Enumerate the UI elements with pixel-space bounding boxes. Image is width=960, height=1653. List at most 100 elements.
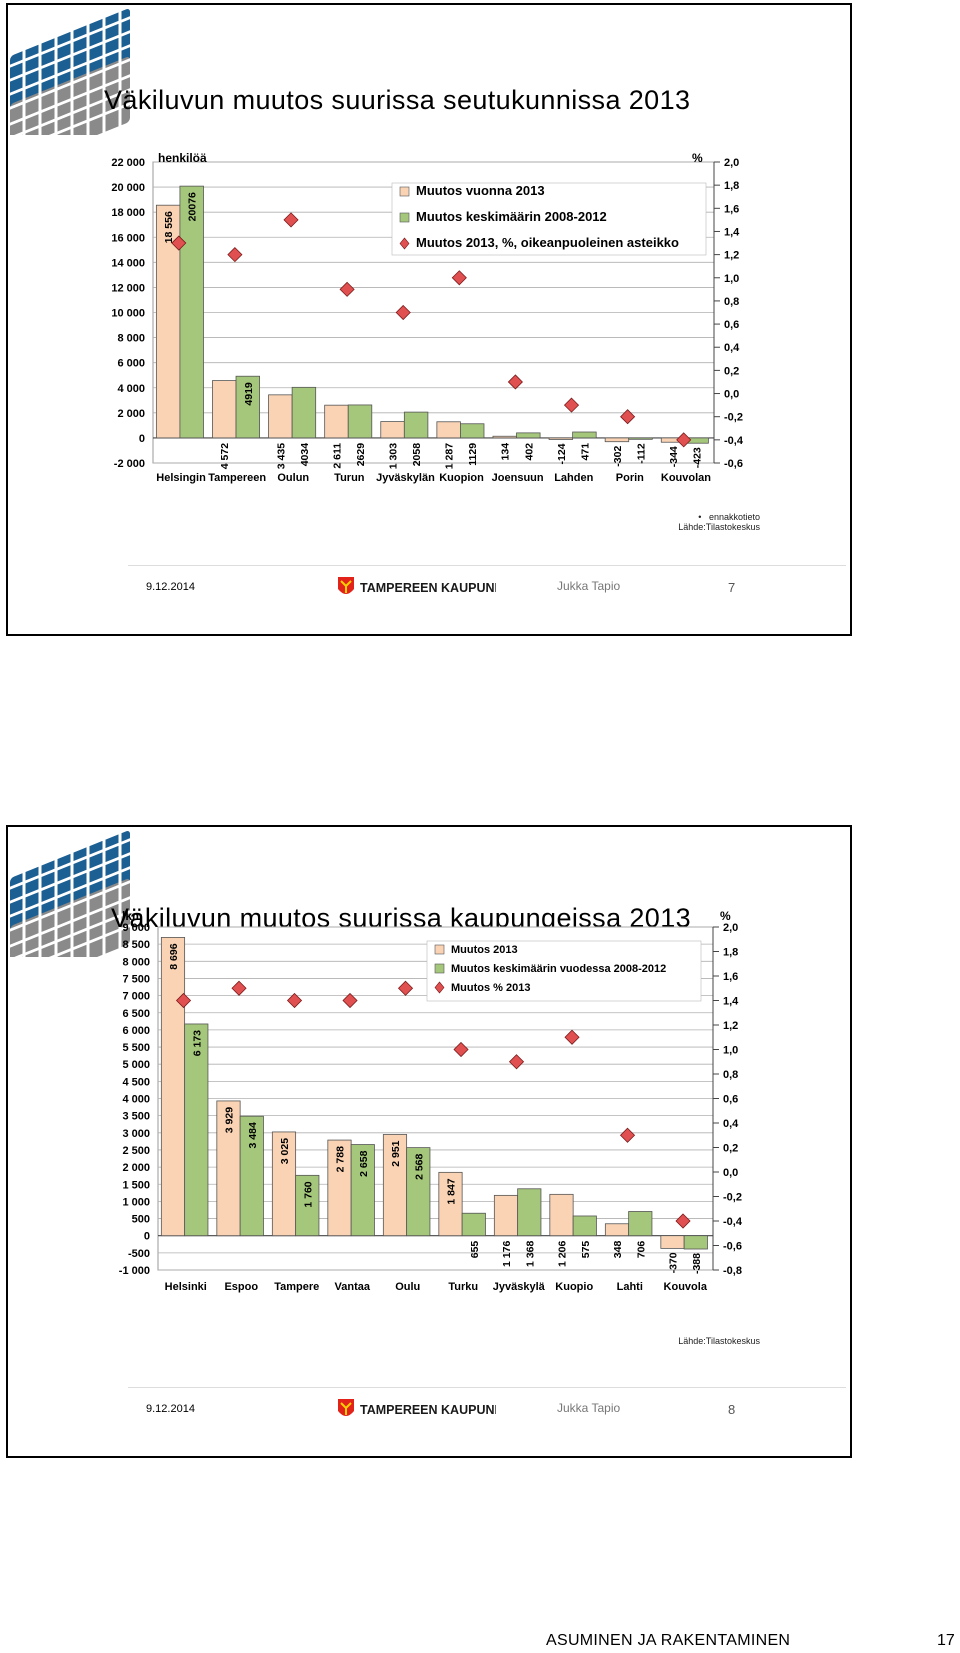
bar-value-label: 402	[523, 443, 535, 461]
x-category-label: Jyväskylä	[493, 1281, 546, 1293]
percent-marker	[171, 235, 187, 251]
y2-tick-label: -0,4	[724, 435, 744, 447]
footer-author: Jukka Tapio	[557, 1401, 621, 1415]
bar-average	[461, 1212, 486, 1237]
bar-value-label: 1 303	[388, 443, 400, 469]
bar-value-label: -124	[556, 443, 568, 464]
y-tick-label: 9 000	[122, 922, 150, 934]
y-tick-label: 20 000	[111, 182, 145, 194]
bar-value-label: 1 847	[445, 1178, 457, 1204]
x-category-label: Oulu	[395, 1281, 420, 1293]
y2-tick-label: 1,8	[724, 180, 739, 192]
x-category-label: Oulun	[277, 472, 309, 484]
legend-label: Muutos keskimäärin vuodessa 2008-2012	[451, 963, 666, 975]
y2-tick-label: 1,2	[724, 250, 739, 262]
x-category-label: Kuopion	[439, 472, 484, 484]
bullet-icon: •	[698, 512, 709, 522]
bar-value-label: 2629	[355, 443, 367, 467]
x-category-label: Lahti	[617, 1281, 643, 1293]
y2-tick-label: -0,4	[723, 1216, 743, 1228]
x-category-label: Vantaa	[335, 1281, 371, 1293]
bar-value-label: 3 929	[223, 1107, 235, 1133]
x-category-label: Kuopio	[555, 1281, 593, 1293]
footer-page-number: 8	[728, 1402, 736, 1417]
bar-value-label: 1 368	[524, 1241, 536, 1267]
bar-average	[628, 1211, 653, 1237]
bar-value-label: -302	[612, 446, 624, 467]
population-change-regions-chart: -2 000 0 2 000 4 000 6 000 8 000 10 000 12 000 1…	[111, 151, 744, 484]
tampere-logo: TAMPEREEN KAUPUNKI	[338, 1399, 496, 1417]
y2-tick-label: -0,8	[723, 1265, 742, 1277]
y2-tick-label: -0,2	[723, 1192, 742, 1204]
y2-tick-label: 0,2	[724, 365, 739, 377]
bar-value-label: 3 435	[275, 443, 287, 469]
bar-value-label: -112	[636, 443, 648, 464]
footer-author: Jukka Tapio	[557, 579, 621, 593]
percent-marker	[675, 1213, 691, 1229]
y2-tick-label: 1,6	[723, 971, 738, 983]
x-category-label: Helsinki	[165, 1281, 207, 1293]
percent-marker	[286, 992, 303, 1009]
y2-tick-label: -0,6	[724, 458, 743, 470]
bar-average	[347, 404, 373, 439]
y-tick-label: 2 000	[122, 1162, 150, 1174]
y-tick-label: 10 000	[111, 308, 145, 320]
slide-title: Väkiluvun muutos suurissa seutukunnissa …	[104, 85, 691, 115]
y-tick-label: 3 000	[122, 1128, 150, 1140]
percent-marker	[563, 397, 580, 413]
y-tick-label: 12 000	[111, 282, 145, 294]
bar-value-label: 4919	[243, 382, 255, 406]
legend-label: Muutos % 2013	[451, 982, 530, 994]
bar-value-label: 2 788	[334, 1146, 346, 1172]
slide-8: Väkiluvun muutos suurissa kaupungeissa 2…	[6, 825, 852, 1458]
y-tick-label: 6 000	[122, 1025, 150, 1037]
legend-label: Muutos 2013	[451, 944, 518, 956]
bar-2013	[268, 394, 293, 439]
y-tick-label: 8 000	[117, 333, 145, 345]
bar-value-label: -388	[691, 1253, 703, 1274]
legend-swatch-2013	[399, 186, 410, 197]
bar-2013	[548, 437, 574, 440]
percent-marker	[619, 1127, 636, 1143]
y-tick-label: 4 000	[122, 1094, 150, 1106]
bar-2013	[493, 1194, 519, 1237]
x-category-label: Kouvolan	[661, 472, 711, 484]
section-heading: ASUMINEN JA RAKENTAMINEN	[546, 1632, 791, 1649]
legend-swatch-percent	[399, 237, 410, 250]
legend-label: Muutos keskimäärin 2008-2012	[416, 209, 607, 224]
legend-box	[426, 940, 702, 1002]
y2-tick-label: 2,0	[723, 922, 738, 934]
bar-value-label: 1 206	[556, 1241, 568, 1267]
y2-tick-label: 0,0	[724, 389, 739, 401]
bar-value-label: 6 173	[191, 1030, 203, 1056]
footer-page-number: 7	[728, 580, 736, 595]
y-tick-label: 3 500	[122, 1111, 150, 1123]
percent-marker	[508, 1054, 525, 1070]
bar-2013	[160, 937, 186, 1237]
y2-tick-label: 1,4	[724, 226, 740, 238]
legend-swatch-average	[434, 963, 445, 974]
y-tick-label: 8 000	[122, 956, 150, 968]
footer-divider	[128, 1387, 846, 1388]
document-page-number: 17	[937, 1632, 955, 1649]
bar-2013	[549, 1193, 574, 1237]
bar-average	[460, 423, 485, 439]
legend-box	[391, 182, 707, 256]
bar-value-label: -344	[668, 446, 680, 467]
bar-value-label: 1129	[467, 443, 479, 466]
y-tick-label: 2 500	[122, 1145, 150, 1157]
percent-marker	[620, 409, 636, 425]
bar-average	[406, 1147, 431, 1237]
y-tick-label: 2 000	[117, 408, 145, 420]
bar-value-label: 2 951	[390, 1140, 402, 1166]
bar-average	[239, 1115, 264, 1237]
bar-2013	[492, 435, 517, 439]
legend-swatch-average	[399, 212, 410, 223]
population-change-cities-chart: -1 000 -500 0 500 1 000 1 500 2 000 2 500 3 000 3…	[119, 909, 743, 1293]
legend-label: Muutos 2013, %, oikeanpuoleinen asteikko	[416, 235, 679, 250]
bar-2013	[604, 437, 630, 443]
y-tick-label: 16 000	[111, 232, 145, 244]
x-category-label: Tampere	[274, 1281, 319, 1293]
x-category-label: Jyväskylän	[376, 472, 435, 484]
slide-7: Väkiluvun muutos suurissa seutukunnissa …	[6, 3, 852, 636]
